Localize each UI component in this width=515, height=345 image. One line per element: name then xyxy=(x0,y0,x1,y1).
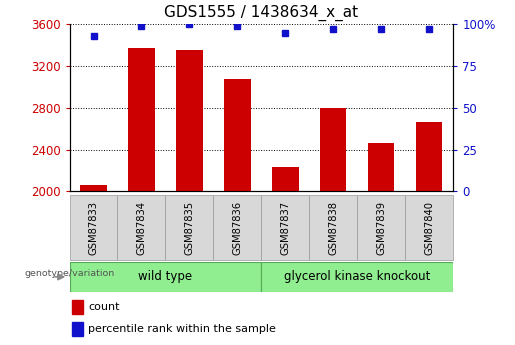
Text: GSM87834: GSM87834 xyxy=(136,201,146,255)
Text: wild type: wild type xyxy=(139,270,193,283)
Text: count: count xyxy=(89,302,120,312)
Bar xyxy=(368,144,394,191)
Bar xyxy=(72,299,83,314)
Bar xyxy=(72,322,83,336)
Text: GSM87840: GSM87840 xyxy=(424,201,434,255)
Text: GSM87836: GSM87836 xyxy=(232,201,243,255)
Bar xyxy=(405,195,453,260)
Title: GDS1555 / 1438634_x_at: GDS1555 / 1438634_x_at xyxy=(164,5,358,21)
Text: GSM87837: GSM87837 xyxy=(280,201,290,255)
Bar xyxy=(176,50,202,191)
Text: genotype/variation: genotype/variation xyxy=(24,269,114,278)
Text: GSM87835: GSM87835 xyxy=(184,201,195,255)
Bar xyxy=(357,195,405,260)
Bar xyxy=(320,108,347,191)
Bar xyxy=(310,195,357,260)
Text: percentile rank within the sample: percentile rank within the sample xyxy=(89,324,276,334)
Bar xyxy=(416,122,442,191)
Bar xyxy=(70,195,117,260)
Bar xyxy=(261,195,310,260)
Bar xyxy=(80,185,107,191)
Bar xyxy=(70,262,261,292)
Bar xyxy=(272,167,299,191)
Text: glycerol kinase knockout: glycerol kinase knockout xyxy=(284,270,431,283)
Text: GSM87839: GSM87839 xyxy=(376,201,386,255)
Bar xyxy=(165,195,213,260)
Bar xyxy=(224,79,251,191)
Text: GSM87838: GSM87838 xyxy=(328,201,338,255)
Bar xyxy=(117,195,165,260)
Bar xyxy=(128,48,154,191)
Text: GSM87833: GSM87833 xyxy=(89,201,98,255)
Bar xyxy=(261,262,453,292)
Bar xyxy=(213,195,261,260)
